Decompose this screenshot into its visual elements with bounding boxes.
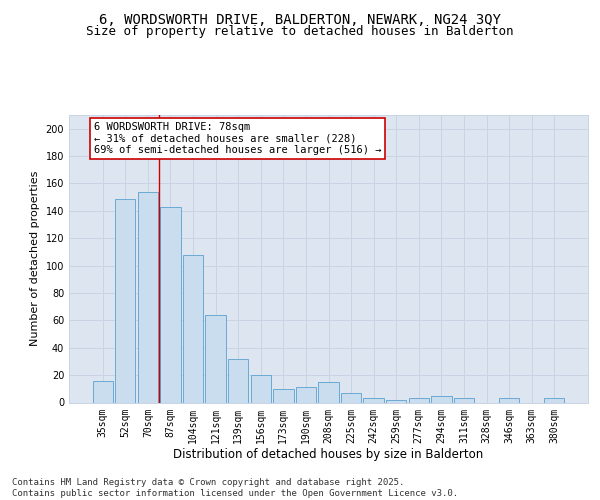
- Bar: [499, 398, 519, 402]
- Bar: [205, 315, 226, 402]
- Bar: [160, 206, 181, 402]
- Bar: [183, 254, 203, 402]
- Bar: [115, 198, 136, 402]
- X-axis label: Distribution of detached houses by size in Balderton: Distribution of detached houses by size …: [173, 448, 484, 461]
- Text: Size of property relative to detached houses in Balderton: Size of property relative to detached ho…: [86, 25, 514, 38]
- Bar: [319, 382, 338, 402]
- Bar: [544, 398, 565, 402]
- Y-axis label: Number of detached properties: Number of detached properties: [30, 171, 40, 346]
- Bar: [341, 393, 361, 402]
- Bar: [454, 398, 474, 402]
- Bar: [92, 380, 113, 402]
- Text: 6, WORDSWORTH DRIVE, BALDERTON, NEWARK, NG24 3QY: 6, WORDSWORTH DRIVE, BALDERTON, NEWARK, …: [99, 12, 501, 26]
- Bar: [273, 389, 293, 402]
- Bar: [364, 398, 384, 402]
- Bar: [251, 375, 271, 402]
- Bar: [296, 388, 316, 402]
- Text: 6 WORDSWORTH DRIVE: 78sqm
← 31% of detached houses are smaller (228)
69% of semi: 6 WORDSWORTH DRIVE: 78sqm ← 31% of detac…: [94, 122, 381, 155]
- Bar: [431, 396, 452, 402]
- Bar: [386, 400, 406, 402]
- Bar: [409, 398, 429, 402]
- Bar: [138, 192, 158, 402]
- Text: Contains HM Land Registry data © Crown copyright and database right 2025.
Contai: Contains HM Land Registry data © Crown c…: [12, 478, 458, 498]
- Bar: [228, 358, 248, 403]
